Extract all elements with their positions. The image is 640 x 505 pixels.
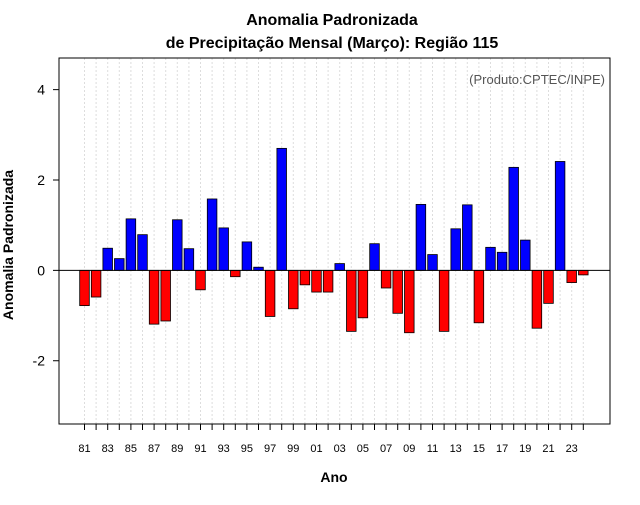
bar-2013 — [450, 228, 461, 271]
x-tick-label: 91 — [194, 443, 206, 455]
bar-2004 — [346, 269, 357, 332]
bar-1995 — [241, 241, 253, 271]
x-tick-label: 15 — [473, 443, 485, 455]
bar-2005 — [357, 269, 369, 319]
x-tick-label: 97 — [264, 443, 276, 455]
bar-1991 — [195, 269, 206, 291]
bar-2022 — [554, 161, 566, 271]
bar-2003 — [334, 263, 345, 271]
bar-2021 — [543, 269, 554, 304]
chart-title: Anomalia Padronizada — [246, 12, 418, 29]
x-tick-label: 93 — [218, 443, 230, 455]
bar-2008 — [392, 269, 403, 314]
y-tick-label: -2 — [33, 353, 46, 369]
bar-1984 — [114, 258, 125, 271]
x-tick-label: 17 — [496, 443, 508, 455]
x-tick-label: 01 — [310, 443, 322, 455]
bar-1998 — [276, 147, 287, 271]
bar-2001 — [311, 269, 322, 293]
grid-layer — [84, 58, 584, 424]
x-tick-label: 87 — [148, 443, 160, 455]
bar-2015 — [473, 269, 485, 324]
plot-frame — [58, 57, 611, 425]
x-tick-label: 09 — [403, 443, 415, 455]
x-tick-label: 19 — [519, 443, 531, 455]
bar-1989 — [172, 219, 183, 271]
bar-2020 — [531, 269, 543, 329]
bar-2017 — [496, 251, 508, 271]
bar-2012 — [438, 269, 450, 332]
bar-1992 — [206, 198, 218, 271]
bar-2024 — [578, 269, 589, 276]
bar-1981 — [79, 269, 90, 307]
bar-1988 — [160, 269, 171, 322]
bar-2010 — [415, 203, 427, 271]
x-tick-label: 21 — [542, 443, 554, 455]
x-axis: 81 83 85 87 89 91 93 95 97 99 01 03 05 07 09 11 13 15 17 19… — [78, 424, 584, 455]
bar-1997 — [264, 269, 276, 317]
bar-1999 — [288, 269, 299, 310]
chart-annotation: (Produto:CPTEC/INPE) — [469, 72, 605, 87]
y-tick-label: 0 — [37, 262, 45, 278]
bar-2019 — [520, 239, 531, 271]
x-tick-label: 85 — [125, 443, 137, 455]
y-axis-label: Anomalia Padronizada — [0, 170, 16, 320]
bar-1985 — [125, 218, 137, 271]
bar-1994 — [230, 269, 241, 278]
bar-1982 — [90, 269, 102, 298]
bar-2016 — [485, 246, 496, 271]
bar-1986 — [137, 234, 148, 271]
x-tick-label: 81 — [78, 443, 90, 455]
bar-1987 — [148, 269, 160, 325]
bar-2011 — [427, 254, 438, 271]
bar-2000 — [299, 269, 311, 286]
x-tick-label: 99 — [287, 443, 299, 455]
x-tick-label: 89 — [171, 443, 183, 455]
x-tick-label: 07 — [380, 443, 392, 455]
x-tick-label: 95 — [241, 443, 253, 455]
bar-2007 — [380, 269, 392, 289]
x-tick-label: 11 — [427, 443, 438, 455]
x-axis-label: Ano — [320, 469, 347, 485]
bar-1993 — [218, 227, 229, 271]
bar-1983 — [102, 247, 113, 271]
bar-1990 — [183, 248, 195, 271]
x-tick-label: 83 — [102, 443, 114, 455]
x-tick-label: 23 — [566, 443, 578, 455]
bar-2023 — [566, 269, 577, 283]
bars-layer — [79, 147, 589, 334]
bar-2018 — [508, 166, 519, 271]
x-tick-label: 05 — [357, 443, 369, 455]
bar-2006 — [369, 243, 380, 271]
x-tick-label: 13 — [450, 443, 462, 455]
bar-2009 — [404, 269, 415, 334]
x-tick-label: 03 — [334, 443, 346, 455]
chart-subtitle: de Precipitação Mensal (Março): Região 1… — [166, 35, 499, 52]
y-tick-label: 2 — [37, 172, 45, 188]
y-tick-label: 4 — [37, 82, 45, 98]
y-axis: -2 0 2 4 — [33, 82, 59, 369]
bar-2014 — [462, 204, 473, 271]
bar-2002 — [322, 269, 334, 293]
